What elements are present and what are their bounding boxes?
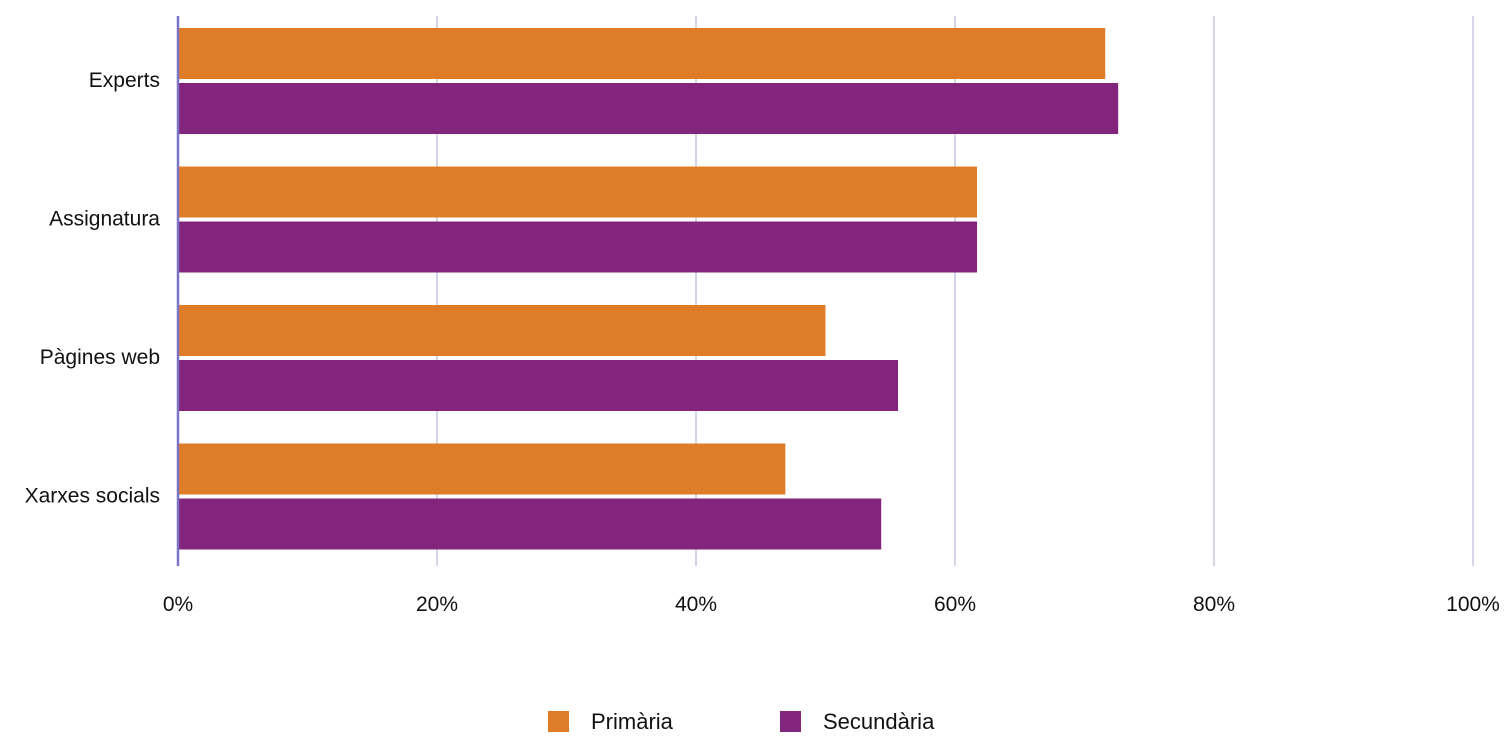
bar-secundaria (178, 360, 899, 411)
bar-secundaria (178, 83, 1119, 134)
bar-secundaria (178, 221, 978, 273)
bar-primaria (178, 443, 786, 495)
x-axis-ticks: 0% 20% 40% 60% 80% 100% (163, 593, 1500, 616)
legend: Primària Secundària (548, 709, 935, 734)
bar-primaria (178, 166, 978, 218)
category-label: Assignatura (49, 208, 160, 231)
x-tick-label: 80% (1193, 593, 1235, 616)
bar-secundaria (178, 498, 882, 550)
category-label: Xarxes socials (25, 485, 160, 508)
x-tick-label: 0% (163, 593, 193, 616)
x-tick-label: 60% (934, 593, 976, 616)
legend-swatch (548, 711, 569, 732)
bar-primaria (178, 28, 1106, 79)
bar-primaria (178, 305, 826, 356)
legend-swatch (780, 711, 801, 732)
x-tick-label: 20% (416, 593, 458, 616)
category-labels: Experts Assignatura Pàgines web Xarxes soci… (25, 69, 161, 508)
category-label: Experts (89, 69, 160, 92)
bar-marks (178, 28, 1119, 550)
category-label: Pàgines web (40, 346, 160, 369)
x-tick-label: 100% (1446, 593, 1500, 616)
legend-label: Secundària (823, 709, 935, 734)
x-tick-label: 40% (675, 593, 717, 616)
legend-label: Primària (591, 709, 674, 734)
